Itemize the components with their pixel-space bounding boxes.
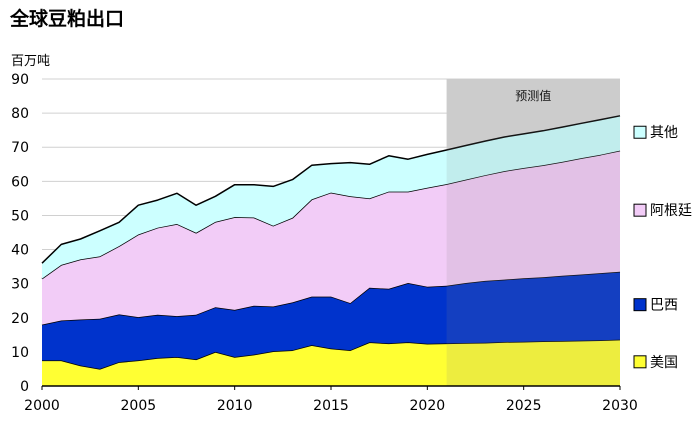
y-tick-label: 50	[11, 208, 29, 224]
y-tick-label: 70	[11, 140, 29, 156]
y-tick-label: 60	[11, 174, 29, 190]
legend-swatch-2	[633, 203, 647, 217]
x-tick-label: 2025	[506, 398, 542, 414]
x-tick-label: 2020	[410, 398, 446, 414]
area-series-2	[42, 150, 620, 325]
x-tick-label: 2010	[217, 398, 253, 414]
area-series-3	[42, 115, 620, 279]
x-tick-label: 2005	[121, 398, 157, 414]
y-tick-label: 90	[11, 72, 29, 88]
y-tick-label: 30	[11, 277, 29, 293]
y-tick-label: 20	[11, 311, 29, 327]
y-tick-label: 10	[11, 345, 29, 361]
x-tick-label: 2015	[313, 398, 349, 414]
y-tick-label: 80	[11, 106, 29, 122]
legend-swatch-3	[633, 125, 647, 139]
x-tick-label: 2030	[602, 398, 638, 414]
legend-label-2: 阿根廷	[650, 203, 692, 219]
y-axis-unit-label: 百万吨	[11, 54, 51, 69]
legend-label-3: 其他	[650, 125, 678, 141]
legend-label-1: 巴西	[650, 298, 678, 314]
area-series-0	[42, 339, 620, 386]
projection-overlay	[446, 79, 620, 386]
area-series-1	[42, 271, 620, 369]
series-line-3	[41, 115, 621, 264]
legend-label-0: 美国	[650, 355, 678, 371]
x-tick-label: 2000	[24, 398, 60, 414]
projection-label: 预测值	[515, 88, 551, 103]
legend-swatch-0	[633, 355, 647, 369]
y-tick-label: 0	[20, 379, 29, 395]
legend-swatch-1	[633, 298, 647, 312]
y-tick-label: 40	[11, 243, 29, 259]
chart-title: 全球豆粕出口	[10, 8, 125, 30]
